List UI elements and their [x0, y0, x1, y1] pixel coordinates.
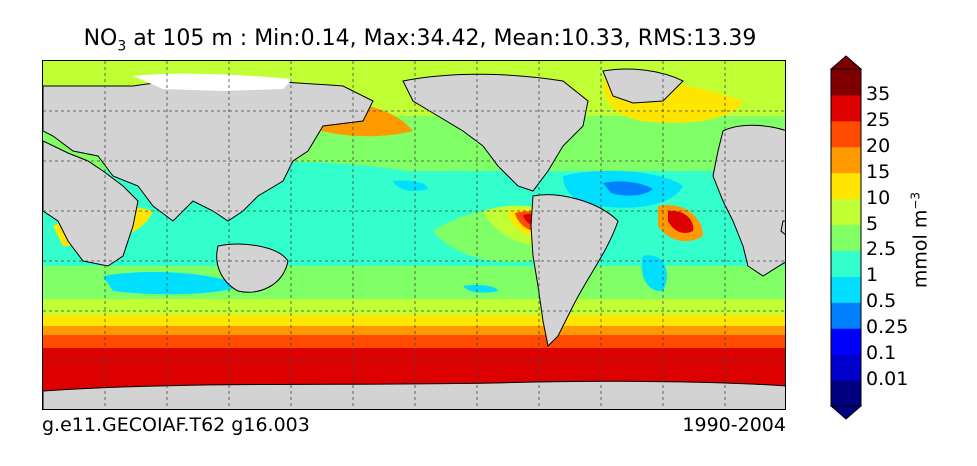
colorbar-swatch: [831, 250, 861, 277]
north-pacific-core: [393, 180, 428, 191]
colorbar-swatch: [831, 172, 861, 200]
north-atlantic-core: [603, 181, 653, 196]
band-south-15: [43, 315, 785, 327]
colorbar-min-extension: [829, 405, 863, 420]
colorbar-swatch: [831, 120, 861, 148]
australia: [216, 243, 289, 293]
world-map: [43, 61, 785, 409]
colorbar-swatch: [831, 94, 861, 122]
colorbar-tick-label: 1: [866, 264, 879, 287]
colorbar: [829, 55, 863, 420]
units-exponent: −3: [908, 191, 923, 210]
colorbar-tick-label: 10: [866, 186, 891, 209]
colorbar-swatch: [831, 198, 861, 226]
colorbar-swatches: [829, 55, 863, 420]
map-panel: [42, 60, 786, 410]
plot-title: NO3 at 105 m : Min:0.14, Max:34.42, Mean…: [0, 26, 840, 54]
band-south-20: [43, 326, 785, 336]
south-pacific-core: [463, 284, 498, 293]
title-statistics: at 105 m : Min:0.14, Max:34.42, Mean:10.…: [126, 26, 757, 51]
colorbar-units: mmol m−3: [908, 192, 931, 288]
antarctica: [43, 380, 785, 409]
title-species: NO: [83, 26, 118, 51]
south-atlantic-gyre: [641, 255, 667, 292]
colorbar-tick-label: 5: [866, 212, 879, 235]
south-america: [530, 194, 619, 348]
graticule: [43, 61, 785, 409]
band-south-temperate: [43, 299, 785, 317]
model-run-label: g.e11.GECOIAF.T62 g16.003: [42, 414, 310, 436]
colorbar-swatch: [831, 276, 861, 303]
indian-ocean-gyre: [103, 271, 243, 295]
colorbar-tick-label: 15: [866, 160, 891, 183]
colorbar-tick-label: 0.1: [866, 342, 897, 365]
north-america: [402, 73, 589, 192]
colorbar-tick-label: 0.5: [866, 290, 897, 313]
colorbar-swatch: [831, 380, 861, 407]
colorbar-tick-label: 25: [866, 108, 891, 131]
colorbar-tick-label: 0.25: [866, 316, 909, 339]
title-species-subscript: 3: [117, 38, 127, 55]
benguela-core: [668, 210, 694, 233]
time-period-label: 1990-2004: [682, 414, 786, 436]
colorbar-tick-label: 35: [866, 82, 891, 105]
colorbar-swatch: [831, 224, 861, 251]
band-south-25: [43, 335, 785, 349]
colorbar-swatch: [831, 69, 861, 96]
africa-east: [43, 140, 139, 267]
colorbar-swatch: [831, 328, 861, 355]
colorbar-tick-label: 2.5: [866, 238, 897, 261]
arctic-ice: [133, 73, 293, 91]
colorbar-swatch: [831, 146, 861, 174]
colorbar-swatch: [831, 354, 861, 381]
colorbar-frame: [830, 68, 862, 407]
colorbar-tick-label: 0.01: [866, 368, 909, 391]
africa-west: [712, 124, 785, 277]
colorbar-swatch: [831, 302, 861, 329]
madagascar: [780, 220, 785, 235]
units-base: mmol m: [909, 209, 932, 289]
colorbar-tick-label: 20: [866, 134, 891, 157]
greenland: [602, 68, 684, 104]
colorbar-max-extension: [829, 55, 863, 70]
